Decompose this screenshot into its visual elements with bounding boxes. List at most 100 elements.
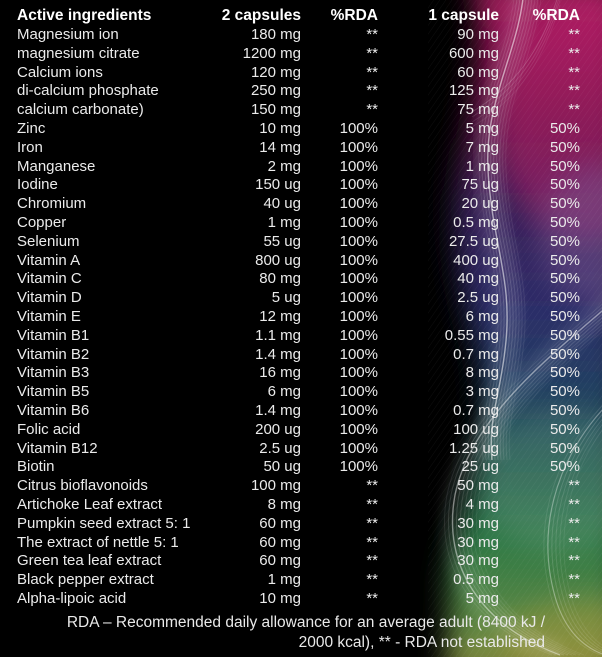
amount-2-capsules: 100 mg: [250, 477, 301, 495]
amount-2-capsules: 1.4 mg: [255, 345, 301, 363]
amount-2-capsules: 1200 mg: [242, 44, 301, 62]
amount-2-capsules: 1.1 mg: [255, 326, 301, 344]
table-row: Biotin 50 ug 100% 25 ug 50%: [0, 458, 580, 477]
rda-footnote-line2: 2000 kcal), ** - RDA not established: [298, 634, 545, 651]
amount-1-capsule: 50 mg: [457, 477, 499, 495]
rda-1-capsule: **: [568, 533, 580, 551]
ingredient-name: Citrus bioflavonoids: [17, 477, 148, 495]
header-1-capsule: 1 capsule: [428, 7, 499, 24]
ingredient-name: Vitamin A: [17, 251, 81, 269]
rda-2-capsules: **: [366, 44, 378, 62]
amount-1-capsule: 2.5 ug: [457, 289, 499, 307]
amount-2-capsules: 16 mg: [259, 364, 301, 382]
rda-2-capsules: 100%: [339, 270, 378, 288]
rda-1-capsule: 50%: [549, 307, 580, 325]
ingredient-name: Magnesium ion: [17, 26, 119, 43]
amount-2-capsules: 60 mg: [259, 533, 301, 551]
ingredient-name: Copper: [17, 213, 67, 231]
ingredient-name: Vitamin C: [17, 270, 82, 288]
amount-1-capsule: 0.7 mg: [453, 401, 499, 419]
ingredient-name: Selenium: [17, 232, 80, 250]
amount-2-capsules: 40 ug: [263, 195, 301, 213]
ingredient-name: Manganese: [17, 157, 96, 175]
rda-1-capsule: 50%: [549, 383, 580, 401]
rda-1-capsule: **: [568, 514, 580, 532]
ingredient-name: magnesium citrate: [17, 44, 140, 62]
amount-2-capsules: 10 mg: [259, 119, 301, 137]
rda-2-capsules: 100%: [339, 401, 378, 419]
amount-1-capsule: 0.5 mg: [453, 571, 499, 589]
amount-2-capsules: 10 mg: [259, 589, 301, 607]
table-row: Vitamin B6 1.4 mg 100% 0.7 mg 50%: [0, 402, 580, 421]
table-row: Green tea leaf extract 60 mg ** 30 mg **: [0, 552, 580, 571]
ingredient-name: Vitamin B6: [17, 401, 90, 419]
rda-1-capsule: 50%: [549, 270, 580, 288]
rda-2-capsules: 100%: [339, 383, 378, 401]
table-row: Iron 14 mg 100% 7 mg 50%: [0, 139, 580, 158]
rda-1-capsule: **: [568, 477, 580, 495]
ingredients-tbody: Magnesium ion 180 mg ** 90 mg ** magnesium ci…: [0, 26, 580, 609]
amount-2-capsules: 55 ug: [263, 232, 301, 250]
amount-2-capsules: 1 mg: [267, 213, 301, 231]
table-row: Iodine 150 ug 100% 75 ug 50%: [0, 176, 580, 195]
amount-1-capsule: 3 mg: [465, 383, 499, 401]
ingredient-name: Zinc: [17, 119, 46, 137]
header-2-capsules: 2 capsules: [221, 7, 301, 24]
header-active-ingredients: Active ingredients: [17, 7, 152, 24]
table-row: Magnesium ion 180 mg ** 90 mg **: [0, 26, 580, 45]
amount-1-capsule: 600 mg: [448, 44, 499, 62]
rda-1-capsule: 50%: [549, 138, 580, 156]
amount-2-capsules: 50 ug: [263, 458, 301, 476]
amount-1-capsule: 0.7 mg: [453, 345, 499, 363]
rda-1-capsule: 50%: [549, 439, 580, 457]
rda-1-capsule: 50%: [549, 401, 580, 419]
amount-2-capsules: 1.4 mg: [255, 401, 301, 419]
rda-2-capsules: 100%: [339, 439, 378, 457]
ingredient-name: Artichoke Leaf extract: [17, 495, 163, 513]
rda-1-capsule: 50%: [549, 157, 580, 175]
rda-1-capsule: 50%: [549, 119, 580, 137]
rda-1-capsule: **: [568, 552, 580, 570]
amount-2-capsules: 8 mg: [267, 495, 301, 513]
amount-2-capsules: 60 mg: [259, 552, 301, 570]
ingredient-name: Folic acid: [17, 420, 81, 438]
amount-2-capsules: 2 mg: [267, 157, 301, 175]
ingredient-name: Vitamin B3: [17, 364, 90, 382]
rda-1-capsule: 50%: [549, 364, 580, 382]
amount-2-capsules: 2.5 ug: [259, 439, 301, 457]
rda-2-capsules: **: [366, 82, 378, 100]
rda-2-capsules: **: [366, 101, 378, 119]
rda-1-capsule: **: [568, 26, 580, 43]
amount-1-capsule: 4 mg: [465, 495, 499, 513]
rda-1-capsule: **: [568, 63, 580, 81]
ingredient-name: Vitamin E: [17, 307, 81, 325]
rda-2-capsules: 100%: [339, 232, 378, 250]
rda-2-capsules: **: [366, 533, 378, 551]
rda-2-capsules: 100%: [339, 420, 378, 438]
header-rda-1-capsule: %RDA: [532, 7, 580, 24]
amount-1-capsule: 0.5 mg: [453, 213, 499, 231]
amount-1-capsule: 75 ug: [461, 176, 499, 194]
amount-2-capsules: 180 mg: [250, 26, 301, 43]
rda-2-capsules: **: [366, 26, 378, 43]
amount-2-capsules: 5 ug: [271, 289, 301, 307]
table-row: Vitamin D 5 ug 100% 2.5 ug 50%: [0, 289, 580, 308]
table-row: Vitamin B3 16 mg 100% 8 mg 50%: [0, 364, 580, 383]
rda-2-capsules: **: [366, 63, 378, 81]
amount-1-capsule: 30 mg: [457, 533, 499, 551]
amount-1-capsule: 100 ug: [453, 420, 499, 438]
amount-1-capsule: 1.25 ug: [448, 439, 499, 457]
rda-1-capsule: 50%: [549, 458, 580, 476]
amount-2-capsules: 120 mg: [250, 63, 301, 81]
amount-1-capsule: 40 mg: [457, 270, 499, 288]
amount-2-capsules: 12 mg: [259, 307, 301, 325]
rda-2-capsules: 100%: [339, 195, 378, 213]
amount-2-capsules: 150 mg: [250, 101, 301, 119]
rda-1-capsule: **: [568, 82, 580, 100]
rda-2-capsules: 100%: [339, 119, 378, 137]
amount-2-capsules: 250 mg: [250, 82, 301, 100]
table-row: Vitamin B2 1.4 mg 100% 0.7 mg 50%: [0, 346, 580, 365]
amount-1-capsule: 5 mg: [465, 119, 499, 137]
